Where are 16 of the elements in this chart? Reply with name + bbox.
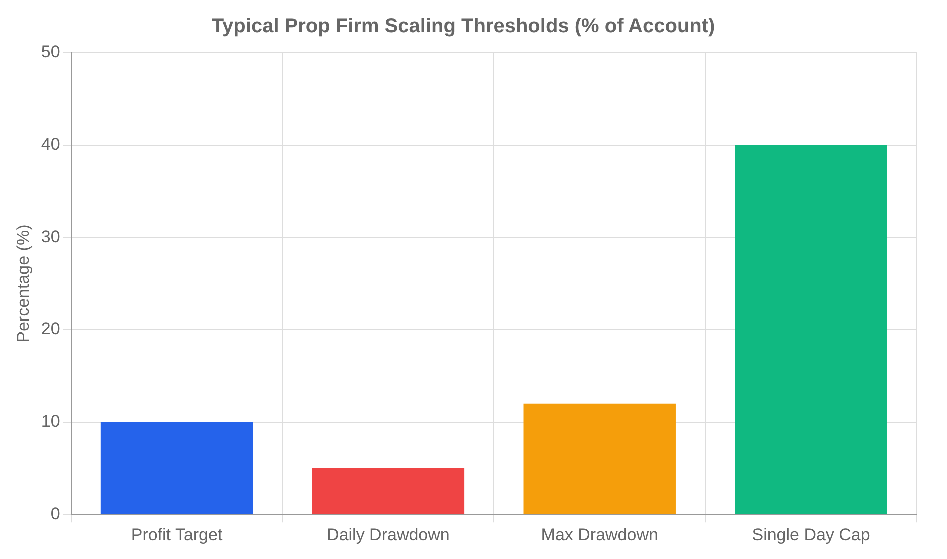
bar: [524, 404, 676, 514]
chart-title: Typical Prop Firm Scaling Thresholds (% of Account): [212, 16, 716, 38]
y-tick-label: 50: [41, 42, 60, 62]
x-tick-label: Max Drawdown: [541, 525, 658, 544]
x-tick-label: Single Day Cap: [752, 525, 870, 544]
bar: [735, 145, 888, 514]
y-tick-label: 40: [41, 135, 60, 154]
y-tick-label: 0: [50, 504, 60, 524]
y-axis-title: Percentage (%): [14, 224, 33, 343]
y-tick-label: 10: [41, 412, 60, 431]
y-tick-label: 30: [41, 227, 60, 246]
y-tick-label: 20: [41, 320, 60, 339]
bar: [100, 422, 254, 514]
x-tick-label: Profit Target: [131, 525, 223, 544]
bar: [312, 468, 465, 514]
x-tick-label: Daily Drawdown: [327, 525, 450, 544]
